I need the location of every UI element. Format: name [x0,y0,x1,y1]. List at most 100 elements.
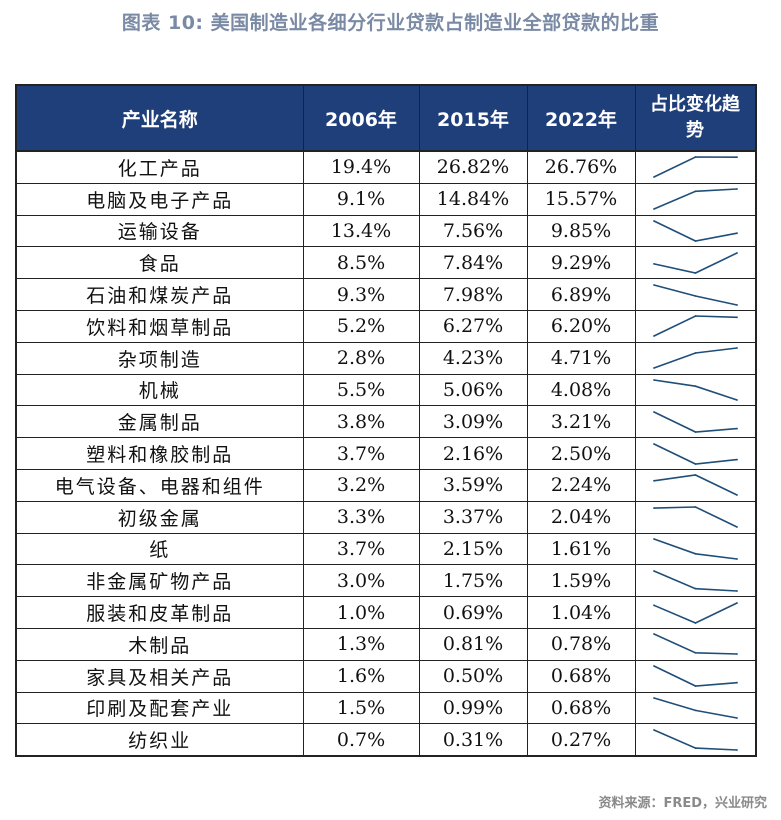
value-cell: 0.7% [302,723,420,757]
sparkline-point [694,240,696,242]
value-cell: 9.85% [526,214,636,248]
value-cell: 26.76% [526,150,636,184]
sparkline-point [694,156,696,159]
industry-name-cell: 家具及相关产品 [15,659,304,693]
industry-name-cell: 纺织业 [15,723,304,757]
sparkline-trend-line [653,538,737,560]
trend-cell [634,373,756,407]
sparkline-point [735,458,738,461]
trend-sparkline [652,188,738,211]
trend-cell [634,596,756,629]
sparkline-point [694,294,696,297]
industry-name-cell: 食品 [15,246,304,280]
sparkline-point [735,494,738,497]
table-body: 化工产品 19.4% 26.82% 26.76% 电脑及电子产品 9.1% 14.84% 15… [15,150,756,757]
sparkline-point [652,379,655,381]
sparkline-point [735,717,738,719]
value-cell: 3.7% [302,437,420,470]
sparkline-trend-line [653,252,737,274]
table-row: 木制品 1.3% 0.81% 0.78% [15,627,756,661]
value-cell: 0.81% [418,627,528,661]
value-cell: 0.31% [418,723,528,757]
table-row: 运输设备 13.4% 7.56% 9.85% [15,214,756,248]
industry-name-cell: 饮料和烟草制品 [15,309,304,343]
value-cell: 1.3% [302,627,420,661]
sparkline-point [652,538,655,540]
sparkline-point [652,367,655,370]
value-cell: 4.08% [526,373,636,407]
industry-name-cell: 初级金属 [15,500,304,534]
sparkline-point [735,427,738,430]
sparkline-trend-line [653,474,737,497]
sparkline-point [735,558,738,560]
table-row: 塑料和橡胶制品 3.7% 2.16% 2.50% [15,437,756,470]
value-cell: 4.71% [526,341,636,375]
value-cell: 2.04% [526,500,636,534]
header-industry-name: 产业名称 [15,84,304,152]
trend-cell [634,214,756,248]
table-row: 纺织业 0.7% 0.31% 0.27% [15,723,756,757]
value-cell: 3.59% [418,468,528,502]
value-cell: 9.29% [526,246,636,280]
industry-name-cell: 运输设备 [15,214,304,248]
sparkline-point [694,474,696,477]
trend-sparkline [652,728,738,751]
sparkline-point [735,653,738,656]
source-note: 资料来源：FRED，兴业研究 [598,796,767,811]
sparkline-point [652,697,655,699]
trend-sparkline [652,569,738,592]
trend-sparkline [652,665,738,688]
sparkline-point [652,480,655,483]
value-cell: 6.20% [526,309,636,343]
value-cell: 3.09% [418,405,528,439]
trend-cell [634,500,756,534]
sparkline-point [652,665,655,668]
table-row: 非金属矿物产品 3.0% 1.75% 1.59% [15,564,756,598]
trend-sparkline [652,156,738,179]
sparkline-trend-line [653,411,737,433]
trend-sparkline [652,379,738,401]
value-cell: 6.89% [526,278,636,311]
trend-cell [634,309,756,343]
table-row: 石油和煤炭产品 9.3% 7.98% 6.89% [15,278,756,311]
trend-cell [634,405,756,439]
value-cell: 3.37% [418,500,528,534]
trend-sparkline [652,283,738,306]
trend-sparkline [652,410,738,433]
value-cell: 8.5% [302,246,420,280]
trend-cell [634,150,756,184]
value-cell: 1.5% [302,691,420,725]
industry-loan-share-table: 产业名称 2006年 2015年 2022年 占比变化趋势 化工产品 19.4% 2… [15,84,757,758]
sparkline-trend-line [653,633,737,656]
sparkline-point [694,430,696,433]
industry-name-cell: 电脑及电子产品 [15,182,304,216]
value-cell: 2.8% [302,341,420,375]
sparkline-trend-line [653,347,737,369]
trend-cell [634,246,756,280]
sparkline-point [735,347,738,350]
sparkline-point [735,156,738,159]
value-cell: 7.84% [418,246,528,280]
value-cell: 1.59% [526,564,636,598]
trend-sparkline [652,633,738,656]
sparkline-point [652,283,655,286]
header-trend-label: 占比变化趋势 [650,94,740,141]
value-cell: 0.68% [526,659,636,693]
trend-sparkline [652,315,738,338]
industry-name-cell: 杂项制造 [15,341,304,375]
value-cell: 0.50% [418,659,528,693]
table-row: 食品 8.5% 7.84% 9.29% [15,246,756,280]
value-cell: 4.23% [418,341,528,375]
value-cell: 1.61% [526,532,636,566]
value-cell: 2.16% [418,437,528,470]
sparkline-trend-line [653,283,737,306]
value-cell: 19.4% [302,150,420,184]
sparkline-point [652,208,655,211]
sparkline-trend-line [653,315,737,338]
value-cell: 7.98% [418,278,528,311]
sparkline-point [735,232,738,235]
sparkline-point [652,442,655,445]
industry-name-cell: 服装和皮革制品 [15,596,304,629]
trend-sparkline [652,442,738,465]
value-cell: 5.2% [302,309,420,343]
